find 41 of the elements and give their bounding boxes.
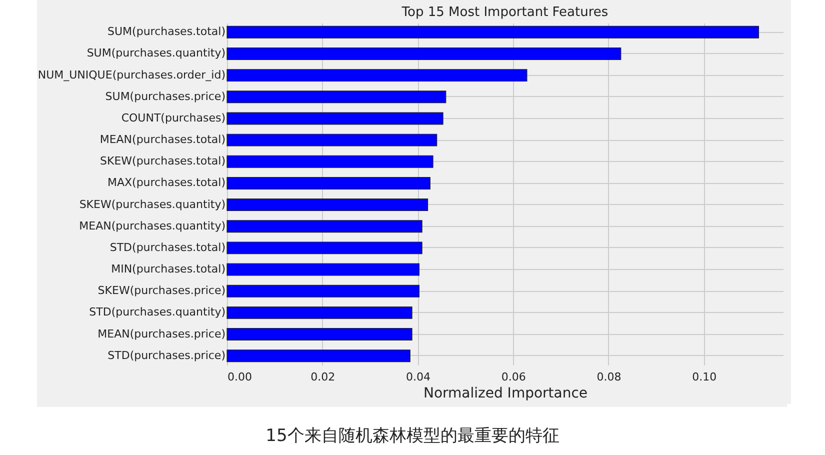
y-tick-label: STD(purchases.price) [108,348,226,362]
bar [226,155,434,168]
x-tick-label: 0.08 [596,370,622,384]
bar [226,328,412,340]
y-tick-label: NUM_UNIQUE(purchases.order_id) [38,68,226,82]
text: 15个来自随机森林模型的最重要的特征 [264,425,560,447]
x-tick-label: 0.04 [406,370,430,384]
bar [226,48,622,60]
bar [226,90,446,104]
y-tick-label: MIN(purchases.total) [111,262,226,276]
x-axis-title: Normalized Importance [423,386,588,402]
bar [226,306,412,319]
bar [226,69,528,82]
y-tick-label: COUNT(purchases) [121,111,226,124]
chart-title: Top 15 Most Important Features [400,5,608,20]
x-tick-label: 0.06 [501,370,526,384]
y-tick-label: SKEW(purchases.price) [98,284,226,298]
y-tick-label: STD(purchases.quantity) [89,306,226,319]
bar [226,220,422,233]
y-tick-label: SKEW(purchases.total) [100,154,226,168]
bar [226,263,420,276]
bar [226,176,430,190]
x-tick-label: 0.10 [692,370,717,384]
y-tick-label: SUM(purchases.price) [105,90,226,103]
bar [226,350,410,362]
y-tick-label: SUM(purchases.quantity) [86,46,226,60]
y-tick-label: MEAN(purchases.quantity) [79,219,226,232]
y-tick-label: MEAN(purchases.price) [98,327,226,340]
bar [226,134,438,146]
bar [226,284,420,298]
x-tick-label: 0.02 [310,370,336,384]
y-tick-label: SUM(purchases.total) [108,25,226,38]
bar [226,242,422,254]
y-tick-label: STD(purchases.total) [110,240,226,254]
bar [226,198,428,212]
y-tick-label: SKEW(purchases.quantity) [79,198,226,211]
y-tick-label: MAX(purchases.total) [107,176,226,190]
bar [226,26,759,38]
y-tick-label: MEAN(purchases.total) [100,133,226,146]
bar [226,112,444,125]
x-tick-label: 0.00 [228,370,252,384]
